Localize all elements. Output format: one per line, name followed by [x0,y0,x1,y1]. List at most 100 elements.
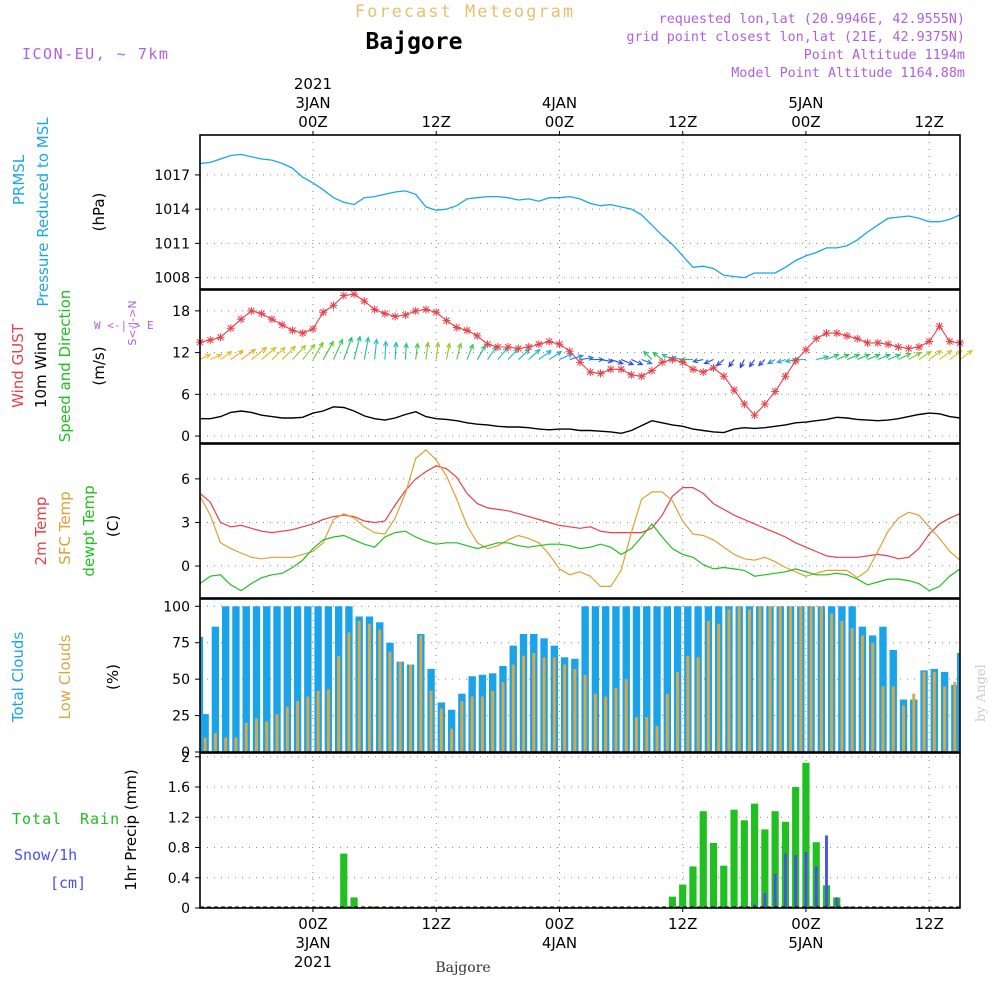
wind-arrow-head [895,353,902,359]
low-cloud-bar [604,696,608,752]
wind-arrow-shaft [415,343,419,360]
wind-arrow [918,350,932,361]
model-label: ICON-EU, ~ 7km [22,45,169,63]
compass-ns: S<-|->N [126,300,139,345]
wind-arrow-shaft [939,350,952,360]
wind-arrow-shaft [353,336,361,360]
wind-arrow [767,359,776,365]
low-cloud-bar [768,606,772,752]
wind-arrow-head [364,336,371,343]
t2m-line [199,465,961,560]
gust-marker [719,372,728,381]
temperature-ytick-label: 6 [181,472,190,488]
wind-arrow [877,353,892,361]
rain-bar [792,787,800,908]
wind-arrow-head [874,353,881,359]
low-cloud-bar [450,728,454,752]
gust-marker [791,356,800,365]
wind-arrow [424,341,431,360]
rain-bar [751,803,759,908]
gust-marker-d2 [864,339,871,347]
low-cloud-bar [593,693,597,752]
low-cloud-bar [635,717,638,752]
gust-marker-d2 [576,358,584,366]
snow-bar [814,866,818,908]
gust-marker-d2 [484,340,491,348]
low-cloud-bar [799,606,803,752]
wind-arrow-head [373,338,379,345]
wind-arrow-shaft [548,351,562,361]
low-cloud-bar [224,737,228,752]
wind-ytick-label: 6 [181,387,190,403]
credit-watermark: by Angel [974,664,989,722]
wind-arrow-shaft [631,359,643,366]
precip-ytick-label: 2 [181,750,190,766]
precip-ytick-label: 0 [181,901,190,917]
wind-arrow-shaft [230,350,244,360]
gust-marker-d2 [402,311,409,319]
rain-bar [740,820,748,908]
wind-arrow [728,359,735,368]
gust-marker [709,363,718,372]
wind-arrow [220,350,233,360]
low-cloud-bar [347,632,351,752]
wind-arrow [867,353,881,361]
wind-arrow-head [925,350,932,357]
gust-marker-d2 [309,325,317,333]
low-cloud-bar [296,701,300,752]
wind-arrow-shaft [846,354,860,361]
wind-arrow [414,342,420,360]
low-cloud-bar [573,668,577,752]
gust-marker-d2 [340,292,348,299]
wind-arrow-shaft [384,341,387,360]
gust-marker-d2 [535,340,543,348]
snow-bar [753,904,757,908]
wind-arrow-head [414,342,420,349]
low-cloud-bar [419,635,423,752]
wind-arrow-shaft [652,352,663,360]
wind-arrow [518,348,531,360]
wind-arrow-shaft [867,354,880,361]
wind-arrow-head [739,362,745,369]
gust-marker-d2 [412,307,420,315]
precip-ytick-label: 0.8 [168,841,190,857]
wind-arrow [692,358,704,364]
snow-legend: Snow/1h [14,846,77,864]
rain-legend-rain: Rain [80,810,120,828]
wind-arrow-head [692,358,699,364]
gust-marker-d2 [556,340,563,348]
low-cloud-bar [429,690,433,752]
wind-arrow [642,350,653,360]
wind-arrow-shaft [826,354,839,361]
wind-arrow-head [843,353,850,359]
wind-arrow-shaft [302,344,316,360]
wind-arrow [302,343,316,360]
wind-arrow [641,359,653,365]
wind-arrow [382,340,389,360]
wind-arrow-head [646,359,653,365]
wind-arrow-shaft [466,344,474,360]
wind-arrow-head [905,352,912,358]
gust-marker-d2 [371,306,378,313]
wind-arrow [559,352,574,361]
wind-arrow-head [661,353,668,359]
wind-arrow [210,353,223,361]
gust-marker-d2 [925,338,933,345]
wind-arrow-head [748,361,755,368]
total-cloud-bar [591,606,600,752]
wind-arrow-head [468,343,474,350]
wind-arrow-shaft [374,339,378,360]
gust-marker [658,358,667,367]
wind-ytick-label: 12 [172,346,190,362]
gust-marker [257,309,266,318]
wind-arrow-shaft [456,343,462,360]
precip-frame [199,752,961,909]
clouds-ytick-label: 25 [172,709,190,725]
gust-marker [914,343,923,352]
wind-arrow-head [966,349,974,356]
gust-marker-d2 [545,338,553,345]
low-cloud-bar [624,679,628,752]
wind-arrow-head [703,359,710,365]
wind-arrow [322,340,334,360]
wind-arrow-shaft [959,350,973,360]
